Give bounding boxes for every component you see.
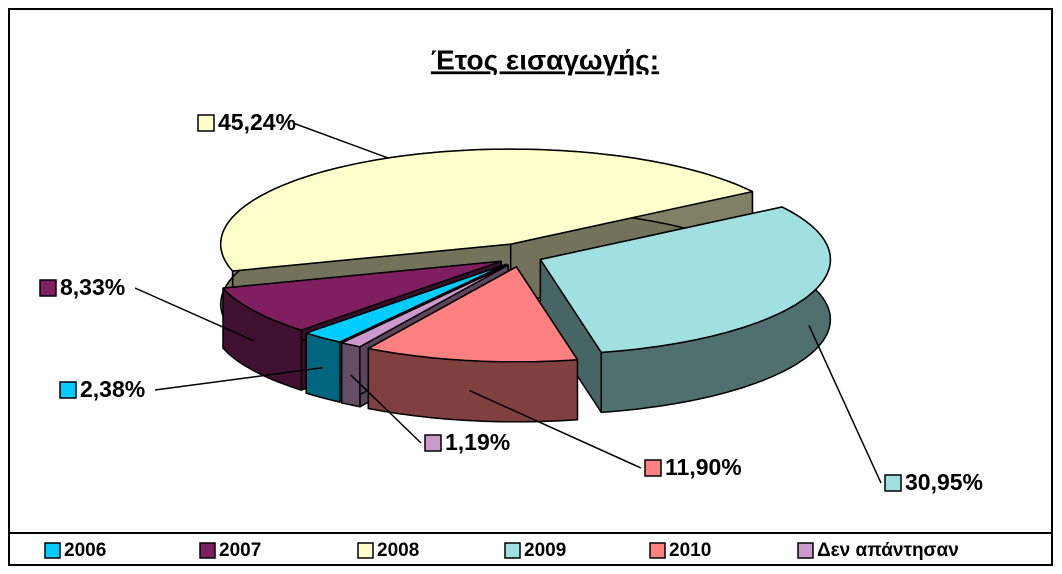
label-bg xyxy=(664,455,740,481)
slice-top xyxy=(340,264,509,348)
legend-label: 2007 xyxy=(219,540,261,561)
slice xyxy=(539,206,832,414)
label-bg xyxy=(59,275,135,301)
legend-label: 2006 xyxy=(64,540,106,561)
value-label: 2,38% xyxy=(80,376,145,402)
label-bg xyxy=(904,470,980,496)
slice-top xyxy=(219,148,754,272)
leader-line xyxy=(469,389,642,469)
slice-top xyxy=(305,263,507,343)
legend-label: Δεν απάντησαν xyxy=(817,540,959,561)
label-swatch xyxy=(197,114,215,132)
legend-swatch xyxy=(504,542,521,559)
legend-swatch xyxy=(649,542,666,559)
value-label: 11,90% xyxy=(665,454,742,480)
value-label: 1,19% xyxy=(445,429,510,455)
leader-line xyxy=(808,325,882,484)
value-label: 8,33% xyxy=(60,274,125,300)
legend-label: 2010 xyxy=(669,540,711,561)
value-label: 30,95% xyxy=(905,469,983,495)
value-label: 45,24% xyxy=(218,109,296,135)
slice-top xyxy=(222,260,502,331)
label-bg xyxy=(79,377,155,403)
slice xyxy=(367,266,579,423)
leader-line xyxy=(154,367,323,391)
label-swatch xyxy=(644,459,662,477)
slice-top xyxy=(367,266,579,363)
legend-swatch xyxy=(797,542,814,559)
label-bg xyxy=(444,430,520,456)
labels: 2,38% 8,33% 45,24% 30,95% 11,90% 1,19% xyxy=(39,109,983,496)
label-swatch xyxy=(424,434,442,452)
legend-swatch xyxy=(357,542,374,559)
chart-title: Έτος εισαγωγής: xyxy=(431,44,659,75)
pie xyxy=(219,148,832,423)
legend-swatch xyxy=(199,542,216,559)
label-swatch xyxy=(39,279,57,297)
label-swatch xyxy=(884,474,902,492)
slice-top xyxy=(539,206,832,354)
label-bg xyxy=(217,110,293,136)
leader-line xyxy=(292,122,389,159)
legend-label: 2008 xyxy=(377,540,419,561)
legend-label: 2009 xyxy=(524,540,566,561)
legend-swatch xyxy=(44,542,61,559)
leader-line xyxy=(350,374,422,444)
slice-wall xyxy=(305,332,341,403)
leader-line xyxy=(134,287,255,342)
label-swatch xyxy=(59,381,77,399)
